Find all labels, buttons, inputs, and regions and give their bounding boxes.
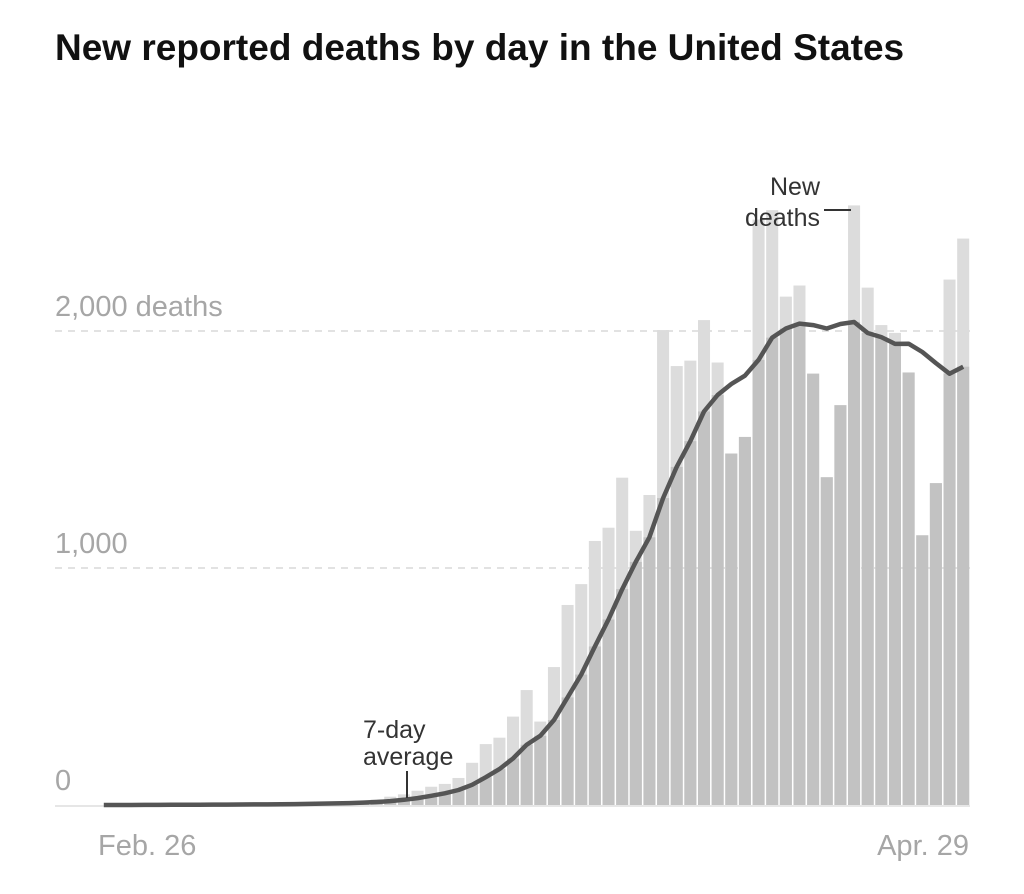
y-tick-label: 2,000 deaths <box>55 291 223 323</box>
bar-average-fill <box>752 359 765 805</box>
bar-average-fill <box>875 337 888 805</box>
bar-average-fill <box>657 498 670 805</box>
bar-average-fill <box>547 719 560 805</box>
bar-average-fill <box>425 795 438 805</box>
avg-annotation-label: 7-day <box>363 716 426 744</box>
bar-average-fill <box>452 790 465 805</box>
bar-average-fill <box>643 537 656 805</box>
bar-average-fill <box>916 535 929 805</box>
bar-average-fill <box>602 619 615 805</box>
bar-average-fill <box>697 411 711 805</box>
bar-average-fill <box>670 466 683 805</box>
bar-average-fill <box>561 697 574 805</box>
bar-average-fill <box>575 674 588 805</box>
bar-average-fill <box>861 333 874 805</box>
bar-average-fill <box>834 405 847 805</box>
bar-average-fill <box>888 343 901 805</box>
bar-average-fill <box>438 793 451 805</box>
bar-average-fill <box>466 784 479 805</box>
avg-annotation-label: average <box>363 743 453 771</box>
bar-average-fill <box>711 395 724 805</box>
chart-title: New reported deaths by day in the United… <box>55 27 905 68</box>
bar-average-fill <box>807 373 820 805</box>
bar-average-fill <box>929 483 942 805</box>
bar-average-fill <box>588 646 601 805</box>
y-tick-label: 0 <box>55 765 71 797</box>
bar-average-fill <box>725 453 738 805</box>
bar-average-fill <box>534 735 547 805</box>
bar-average-fill <box>766 337 779 805</box>
bar-average-fill <box>957 366 970 805</box>
seven-day-average-line <box>103 319 965 808</box>
bar-average-fill <box>616 589 629 805</box>
bar-average-fill <box>684 441 697 805</box>
y-tick-label: 1,000 <box>55 528 128 560</box>
bars-annotation-label: deaths <box>745 204 820 232</box>
bars-annotation-label: New <box>770 173 821 201</box>
bar-average-fill <box>397 799 410 805</box>
bar-average-fill <box>520 744 533 805</box>
bar-average-fill <box>479 777 492 805</box>
x-tick-label: Apr. 29 <box>877 830 969 862</box>
bar-average-fill <box>943 373 956 805</box>
bar-average-fill <box>793 323 806 805</box>
bar-average-fill <box>820 477 833 805</box>
bar-average-fill <box>902 372 915 805</box>
bar-average-fill <box>848 321 861 805</box>
x-tick-label: Feb. 26 <box>98 830 196 862</box>
bar-average-fill <box>493 769 506 805</box>
bar-average-fill <box>738 436 751 805</box>
bar-average-fill <box>629 561 642 805</box>
bar-average-fill <box>507 758 520 805</box>
bar-average-fill <box>411 798 424 805</box>
bar-average-fill <box>779 328 792 805</box>
